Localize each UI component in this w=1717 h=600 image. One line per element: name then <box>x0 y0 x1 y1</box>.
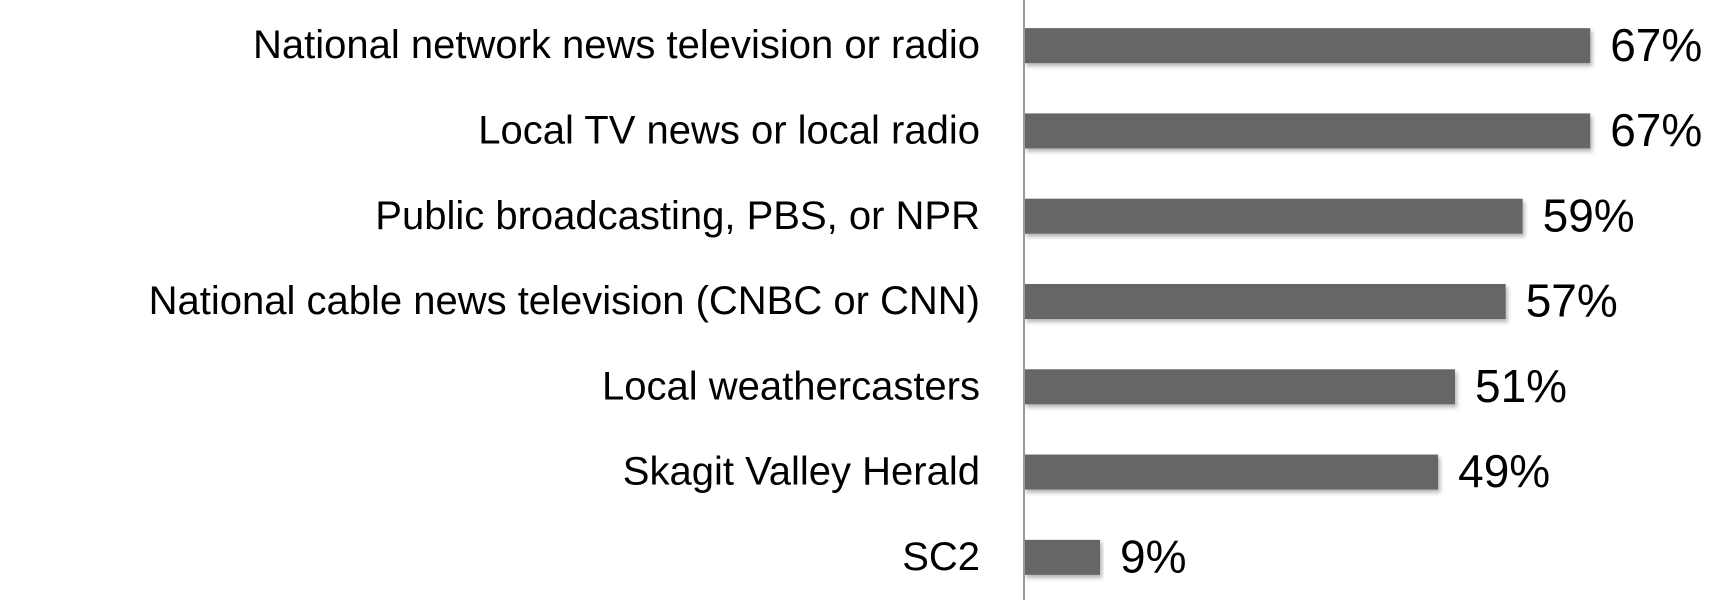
bar <box>1024 113 1591 149</box>
value-label: 67% <box>1610 104 1702 156</box>
value-label: 59% <box>1543 189 1635 241</box>
bar <box>1024 284 1506 319</box>
value-label: 9% <box>1120 531 1186 583</box>
bar <box>1024 198 1523 234</box>
category-label: Local TV news or local radio <box>478 108 980 152</box>
value-label: 57% <box>1526 275 1618 327</box>
category-label: National cable news television (CNBC or … <box>149 279 980 323</box>
value-label: 49% <box>1458 445 1550 497</box>
category-label: SC2 <box>902 535 980 579</box>
category-label: Skagit Valley Herald <box>623 450 980 494</box>
category-label: National network news television or radi… <box>253 23 980 67</box>
category-label: Public broadcasting, PBS, or NPR <box>375 194 980 238</box>
bar <box>1024 539 1101 575</box>
category-label: Local weathercasters <box>602 364 980 408</box>
bar <box>1024 28 1591 64</box>
value-label: 67% <box>1610 19 1702 71</box>
value-label: 51% <box>1475 360 1567 412</box>
bar <box>1024 369 1456 405</box>
bar <box>1024 454 1439 490</box>
